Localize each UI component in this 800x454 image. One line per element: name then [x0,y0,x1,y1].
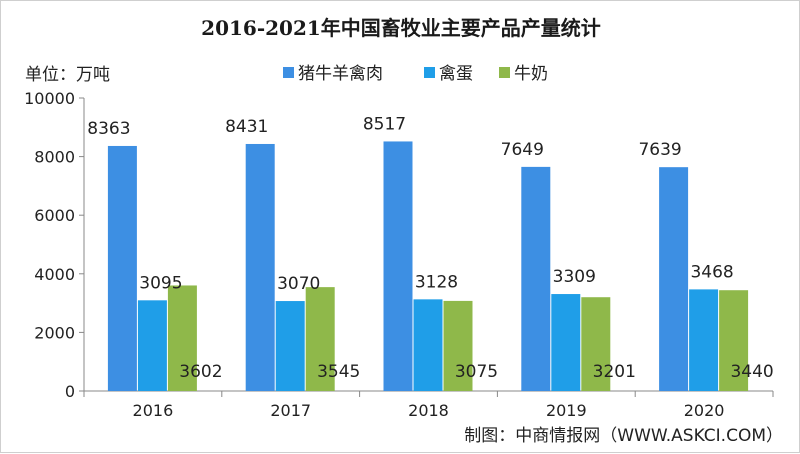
y-tick-label: 6000 [34,206,75,225]
chart-title: 2016-2021年中国畜牧业主要产品产量统计 [201,16,601,40]
data-label: 7649 [501,140,544,160]
data-label: 3602 [179,362,222,382]
bar [413,299,443,391]
bar [521,166,551,391]
x-tick-label: 2018 [408,401,449,420]
data-label: 3095 [139,273,182,293]
legend-label: 牛奶 [514,64,548,84]
bar [107,145,137,391]
y-tick-label: 2000 [34,323,75,342]
data-label: 3545 [317,362,360,382]
data-label: 3468 [690,262,733,282]
bar [245,143,275,391]
x-tick-label: 2016 [133,401,174,420]
y-tick-label: 10000 [24,89,75,108]
y-tick-label: 4000 [34,265,75,284]
bar [305,287,335,391]
bar [137,300,167,391]
legend-label: 猪牛羊禽肉 [298,64,383,84]
unit-label: 单位：万吨 [25,65,110,85]
bars [107,141,749,391]
x-tick-label: 2019 [546,401,587,420]
data-label: 8363 [87,119,130,139]
bar [581,297,611,391]
legend: 猪牛羊禽肉 禽蛋 牛奶 [283,64,548,84]
bar [719,290,749,391]
data-label: 3128 [415,272,458,292]
axes: 0 2000 4000 6000 8000 10000 2016 2017 2018 2019 20… [24,89,774,420]
data-label: 3309 [553,267,596,287]
data-label: 3070 [277,274,320,294]
data-labels: 8363 8431 8517 7649 7639 3095 3070 3128 3309 3468… [87,114,773,382]
x-tick-label: 2020 [684,401,725,420]
x-tick-label: 2017 [270,401,311,420]
bar [443,300,473,391]
y-tick-label: 8000 [34,148,75,167]
legend-swatch [424,67,435,78]
legend-swatch [499,67,510,78]
data-label: 3075 [455,362,498,382]
data-label: 7639 [638,140,681,160]
source-note: 制图：中商情报网（WWW.ASKCI.COM） [464,426,783,446]
bar [383,141,413,391]
bar [659,167,689,391]
bar [689,289,719,391]
data-label: 8517 [363,114,406,134]
bar [275,301,305,391]
bar [551,294,581,391]
legend-label: 禽蛋 [439,64,473,84]
legend-swatch [283,67,294,78]
data-label: 3440 [730,362,773,382]
data-label: 3201 [593,362,636,382]
data-label: 8431 [225,117,268,137]
y-tick-label: 0 [65,382,75,401]
bar [167,285,197,391]
